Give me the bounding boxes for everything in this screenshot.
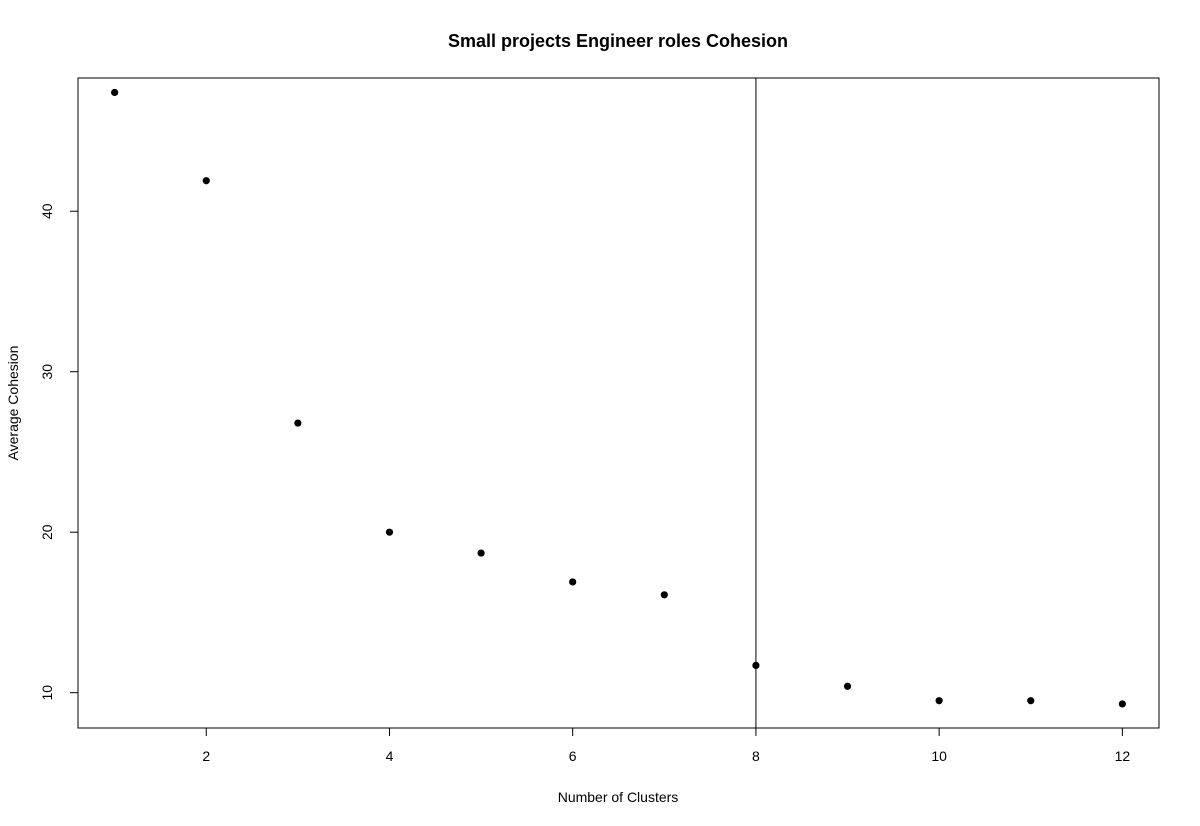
x-tick-label: 8 [752,748,760,764]
x-axis: 2 4 6 8 10 12 [202,727,1131,764]
data-point [660,591,668,599]
data-point [1118,700,1126,708]
x-tick-label: 12 [1115,748,1131,764]
data-point [843,682,852,690]
y-axis: 10 20 30 40 [39,203,79,701]
data-point [202,177,210,185]
data-point [111,88,119,97]
data-point [385,528,394,536]
y-axis-label: Average Cohesion [5,346,21,461]
x-tick-label: 2 [202,748,210,764]
data-point [1027,697,1035,705]
y-tick-label: 40 [39,203,55,219]
data-point [752,661,760,670]
plot-frame [77,77,1160,729]
data-points [111,88,1126,708]
x-tick-label: 10 [931,748,947,764]
y-tick-label: 10 [39,685,55,701]
x-axis-label: Number of Clusters [558,789,679,805]
y-tick-label: 30 [39,364,55,380]
chart-title: Small projects Engineer roles Cohesion [448,31,788,51]
data-point [569,578,577,586]
x-tick-label: 4 [386,748,394,764]
y-tick-label: 20 [39,524,55,540]
data-point [477,549,485,557]
x-tick-label: 6 [569,748,577,764]
data-point [935,697,943,705]
data-point [294,419,302,427]
